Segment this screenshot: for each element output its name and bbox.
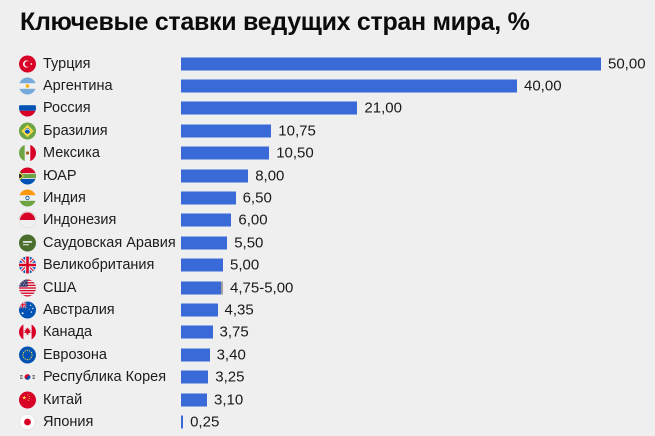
flag-jp-icon <box>19 413 36 431</box>
chart-row: ЮАР 8,00 <box>0 164 655 186</box>
country-label: Великобритания <box>43 257 155 274</box>
flag-tr-icon <box>19 55 36 73</box>
value-bar <box>181 370 209 384</box>
range-tip <box>220 281 223 295</box>
country-label: Япония <box>43 413 94 430</box>
bar-chart: Турция 50,00 Аргентина 40,00 Россия 21,00 Браз… <box>0 53 655 434</box>
value-label: 3,10 <box>214 391 244 409</box>
value-bar <box>181 169 249 183</box>
chart-row: Еврозона 3,40 <box>0 344 655 366</box>
chart-row: США 4,75-5,00 <box>0 276 655 298</box>
value-bar <box>181 191 236 205</box>
value-label: 3,40 <box>216 346 246 364</box>
chart-row: Китай 3,10 <box>0 388 655 410</box>
flag-sa-icon <box>19 234 36 252</box>
chart-row: Россия 21,00 <box>0 97 655 119</box>
flag-ca-icon <box>19 323 36 341</box>
country-label: Еврозона <box>43 346 107 363</box>
chart-row: Аргентина 40,00 <box>0 75 655 97</box>
country-label: Индия <box>43 190 86 207</box>
chart-row: Саудовская Аравия 5,50 <box>0 232 655 254</box>
value-bar <box>181 101 358 115</box>
value-label: 4,75-5,00 <box>230 279 294 297</box>
flag-br-icon <box>19 122 36 140</box>
value-bar <box>181 57 601 71</box>
flag-us-icon <box>19 279 36 297</box>
flag-id-icon <box>19 211 36 229</box>
chart-row: Япония 0,25 <box>0 411 655 433</box>
value-bar <box>181 146 270 160</box>
flag-in-icon <box>19 189 36 207</box>
country-label: США <box>43 279 77 296</box>
value-label: 6,00 <box>238 211 268 229</box>
value-label: 3,75 <box>219 323 249 341</box>
value-bar <box>181 236 228 250</box>
chart-row: Республика Корея 3,25 <box>0 366 655 388</box>
chart-row: Индонезия 6,00 <box>0 209 655 231</box>
chart-row: Турция 50,00 <box>0 53 655 75</box>
chart-row: Канада 3,75 <box>0 321 655 343</box>
value-bar <box>181 393 207 407</box>
country-label: Саудовская Аравия <box>43 234 176 251</box>
chart-row: Великобритания 5,00 <box>0 254 655 276</box>
value-bar <box>181 325 213 339</box>
flag-mx-icon <box>19 144 36 162</box>
country-label: Китай <box>43 391 83 408</box>
value-bar <box>181 348 210 362</box>
country-label: ЮАР <box>43 167 77 184</box>
value-label: 8,00 <box>255 167 285 185</box>
flag-cn-icon <box>19 391 36 409</box>
value-label: 6,50 <box>242 189 272 207</box>
country-label: Канада <box>43 324 93 341</box>
value-label: 4,35 <box>224 301 254 319</box>
value-label: 21,00 <box>364 99 402 117</box>
value-bar <box>181 303 218 317</box>
country-label: Республика Корея <box>43 369 167 386</box>
value-label: 5,00 <box>230 256 260 274</box>
value-label: 10,50 <box>276 144 314 162</box>
value-label: 5,50 <box>234 234 264 252</box>
chart-row: Мексика 10,50 <box>0 142 655 164</box>
country-label: Турция <box>43 55 91 72</box>
value-label: 10,75 <box>278 122 316 140</box>
flag-ar-icon <box>19 77 36 95</box>
value-bar <box>181 281 223 295</box>
country-label: Россия <box>43 100 91 117</box>
chart-title: Ключевые ставки ведущих стран мира, % <box>20 8 530 36</box>
chart-row: Австралия 4,35 <box>0 299 655 321</box>
country-label: Индонезия <box>43 212 117 229</box>
flag-kr-icon <box>19 368 36 386</box>
flag-za-icon <box>19 167 36 185</box>
chart-row: Бразилия 10,75 <box>0 120 655 142</box>
value-bar <box>181 213 232 227</box>
flag-eu-icon <box>19 346 36 364</box>
flag-au-icon <box>19 301 36 319</box>
value-bar <box>181 79 517 93</box>
country-label: Аргентина <box>43 78 113 95</box>
country-label: Бразилия <box>43 122 108 139</box>
country-label: Австралия <box>43 301 115 318</box>
value-label: 3,25 <box>215 368 245 386</box>
country-label: Мексика <box>43 145 100 162</box>
value-label: 0,25 <box>190 413 220 431</box>
value-label: 40,00 <box>524 77 562 95</box>
value-bar <box>181 415 184 429</box>
value-bar <box>181 124 272 138</box>
value-bar <box>181 258 223 272</box>
flag-ru-icon <box>19 99 36 117</box>
flag-gb-icon <box>19 256 36 274</box>
chart-row: Индия 6,50 <box>0 187 655 209</box>
value-label: 50,00 <box>608 55 646 73</box>
